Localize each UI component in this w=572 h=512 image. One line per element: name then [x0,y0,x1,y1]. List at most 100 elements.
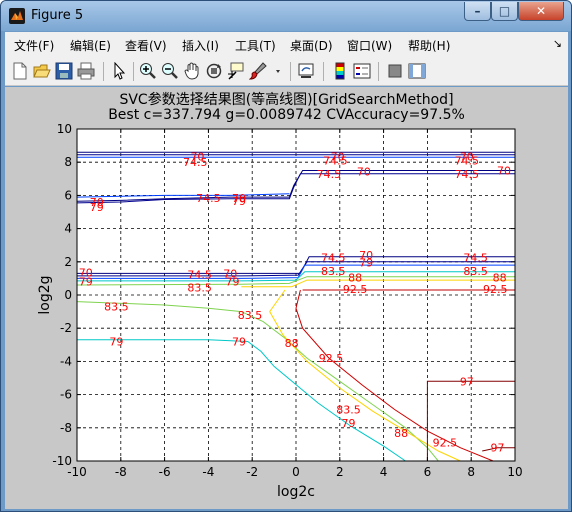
x-tick-label: 0 [292,465,300,479]
data-cursor-icon[interactable] [227,62,245,80]
contour-line-92.5 [295,289,494,462]
y-tick-label: -2 [60,321,72,335]
y-tick-label: 4 [64,222,72,236]
new-figure-icon[interactable] [11,62,29,80]
contour-label: 70 [359,249,373,262]
zoom-out-icon[interactable] [161,62,179,80]
contour-label: 97 [460,375,474,388]
menu-help[interactable]: 帮助(H) [408,39,451,53]
toolbar-separator [103,62,104,81]
brush-dropdown-icon[interactable] [269,62,287,80]
contour-label: 74.5 [321,252,346,265]
save-icon[interactable] [55,62,73,80]
contour-label: 70 [460,150,474,163]
y-tick-label: 10 [57,122,72,136]
open-file-icon[interactable] [33,62,51,80]
contour-label: 83.5 [336,404,361,417]
x-tick-label: 8 [467,465,475,479]
contour-label: 74.5 [187,268,212,281]
y-tick-label: -10 [52,454,72,468]
contour-label: 92.5 [343,283,368,296]
link-plot-icon[interactable] [297,62,315,80]
contour-label: 83.5 [321,265,346,278]
toolbar-separator [133,62,134,81]
menu-view[interactable]: 查看(V) [125,39,167,53]
contour-label: 70 [357,165,371,178]
contour-line-79 [77,339,406,462]
hide-plot-tools-icon[interactable] [386,62,404,80]
contour-line-74.5 [76,173,515,204]
x-tick-label: -10 [67,465,87,479]
x-tick-label: -8 [115,465,127,479]
contour-label: 97 [490,442,504,455]
contour-label: 92.5 [483,283,508,296]
matlab-icon [9,8,25,24]
rotate-3d-icon[interactable] [205,62,223,80]
menu-window[interactable]: 窗口(W) [347,39,393,53]
y-tick-label: 6 [64,188,72,202]
contour-label: 70 [232,192,246,205]
contour-label: 92.5 [433,437,458,450]
show-plot-tools-icon[interactable] [408,62,426,80]
title-bar[interactable]: Figure 5 – □ ✕ [1,1,571,31]
menu-insert[interactable]: 插入(I) [182,39,219,53]
contour-label: 70 [331,150,345,163]
toolbar [5,57,568,86]
contour-label: 79 [232,335,246,348]
y-tick-label: -4 [60,354,72,368]
contour-label: 83.5 [238,309,263,322]
contour-label: 79 [359,257,373,270]
contour-line-83.5 [77,271,515,282]
contour-label: 74.5 [183,156,208,169]
menu-bar: 文件(F) 编辑(E) 查看(V) 插入(I) 工具(T) 桌面(D) 窗口(W… [5,32,568,57]
contour-line-83.5 [76,301,439,462]
contour-line-79 [76,193,290,198]
contour-label: 74.5 [455,155,480,168]
pointer-icon[interactable] [110,62,128,80]
contour-label: 70 [190,150,204,163]
toolbar-separator [378,62,379,81]
close-button[interactable]: ✕ [518,2,564,21]
menu-overflow-arrow-icon[interactable]: ↘ [552,37,562,50]
maximize-button[interactable]: □ [491,2,518,21]
x-tick-label: 2 [336,465,344,479]
colorbar-icon[interactable] [331,62,349,80]
x-tick-label: -4 [202,465,214,479]
contour-label: 79 [342,417,356,430]
contour-label: 79 [232,195,246,208]
contour-label: 74.5 [455,168,480,181]
x-tick-label: -6 [159,465,171,479]
pan-hand-icon[interactable] [183,62,201,80]
contour-label: 74.5 [196,192,221,205]
menu-desktop[interactable]: 桌面(D) [290,39,333,53]
y-tick-label: 2 [64,255,72,269]
contour-label: 74.5 [463,252,488,265]
y-tick-label: 8 [64,155,72,169]
menu-tools[interactable]: 工具(T) [235,39,276,53]
x-tick-label: 4 [380,465,388,479]
y-axis-label: log2g [37,275,53,314]
contour-label: 83.5 [463,265,488,278]
x-axis-label: log2c [277,484,315,500]
contour-label: 88 [493,272,507,285]
menu-file[interactable]: 文件(F) [14,39,55,53]
contour-label: 79 [79,276,93,289]
contour-label: 88 [348,272,362,285]
menu-edit[interactable]: 编辑(E) [70,39,111,53]
contour-label: 74.5 [317,168,342,181]
y-tick-label: -6 [60,388,72,402]
zoom-in-icon[interactable] [139,62,157,80]
maximize-icon: □ [498,4,511,18]
x-tick-label: -2 [246,465,258,479]
contour-label: 70 [90,196,104,209]
toolbar-separator [323,62,324,81]
legend-icon[interactable] [353,62,371,80]
plot-title: SVC参数选择结果图(等高线图)[GridSearchMethod] [119,92,454,108]
contour-label: 79 [90,201,104,214]
minimize-button[interactable]: – [464,2,491,21]
contour-label: 70 [497,165,511,178]
brush-icon[interactable] [249,62,267,80]
print-icon[interactable] [77,62,95,80]
